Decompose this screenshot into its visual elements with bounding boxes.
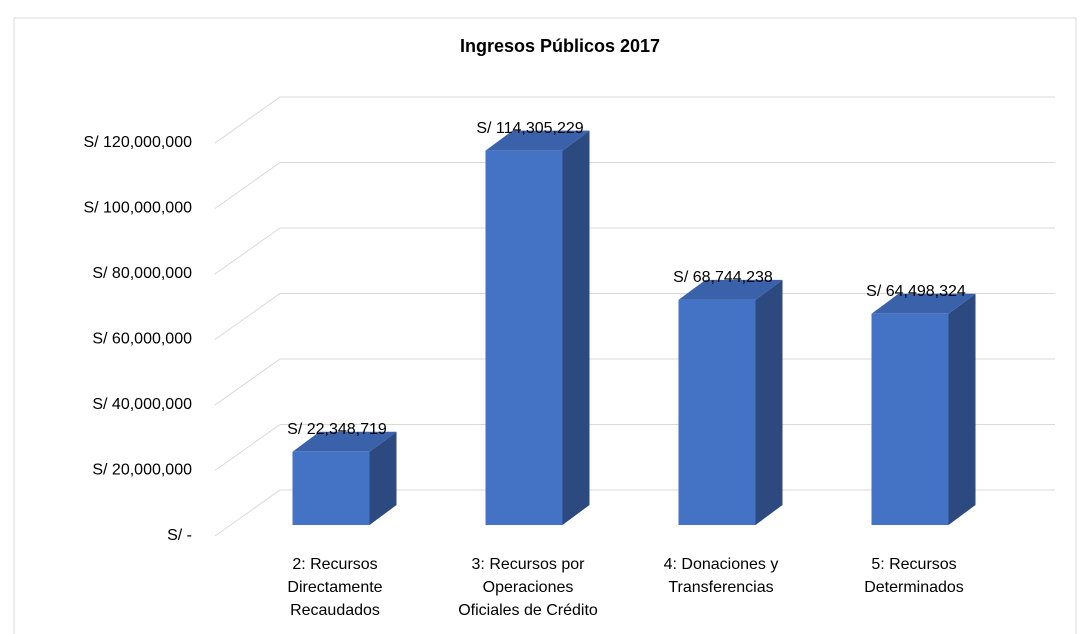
x-tick-label: Recaudados: [290, 602, 380, 619]
bar-side: [948, 293, 976, 525]
x-tick-label: 2: Recursos: [292, 556, 377, 573]
data-label: S/ 22,348,719: [287, 421, 387, 438]
bar-top: [678, 279, 783, 300]
y-tick-label: S/ 60,000,000: [92, 331, 192, 348]
grid-line: [214, 96, 1055, 144]
y-tick-label: S/ -: [167, 527, 192, 544]
bar-top: [485, 130, 590, 151]
bar: [485, 150, 563, 525]
data-label: S/ 68,744,238: [673, 269, 773, 286]
data-label: S/ 64,498,324: [866, 283, 966, 300]
y-tick-label: S/ 100,000,000: [83, 200, 192, 217]
grid-line: [214, 358, 1055, 406]
grid-line: [214, 489, 1055, 537]
bar: [292, 451, 370, 525]
bar-top: [871, 293, 976, 314]
grid-line: [214, 227, 1055, 275]
y-tick-label: S/ 80,000,000: [92, 265, 192, 282]
data-label: S/ 114,305,229: [476, 120, 583, 137]
grid-line: [214, 162, 1055, 209]
grid-line: [214, 424, 1055, 471]
y-tick-label: S/ 20,000,000: [92, 462, 192, 479]
x-tick-label: Oficiales de Crédito: [458, 602, 598, 619]
x-tick-label: Directamente: [287, 579, 382, 596]
grid-line: [214, 293, 1055, 340]
x-tick-label: 3: Recursos por: [472, 556, 586, 573]
bar-top: [292, 431, 397, 452]
x-tick-label: Transferencias: [668, 579, 773, 596]
bar-side: [755, 279, 783, 525]
x-tick-label: 4: Donaciones y: [664, 556, 779, 573]
chart-title: Ingresos Públicos 2017: [460, 36, 660, 56]
x-tick-label: Operaciones: [483, 579, 574, 596]
x-tick-label: Determinados: [864, 579, 964, 596]
bar-side: [562, 130, 590, 525]
bar: [678, 299, 756, 525]
y-tick-label: S/ 40,000,000: [92, 396, 192, 413]
bar: [871, 313, 949, 525]
bar-side: [369, 431, 397, 525]
x-tick-label: 5: Recursos: [871, 556, 956, 573]
y-tick-label: S/ 120,000,000: [83, 134, 192, 151]
